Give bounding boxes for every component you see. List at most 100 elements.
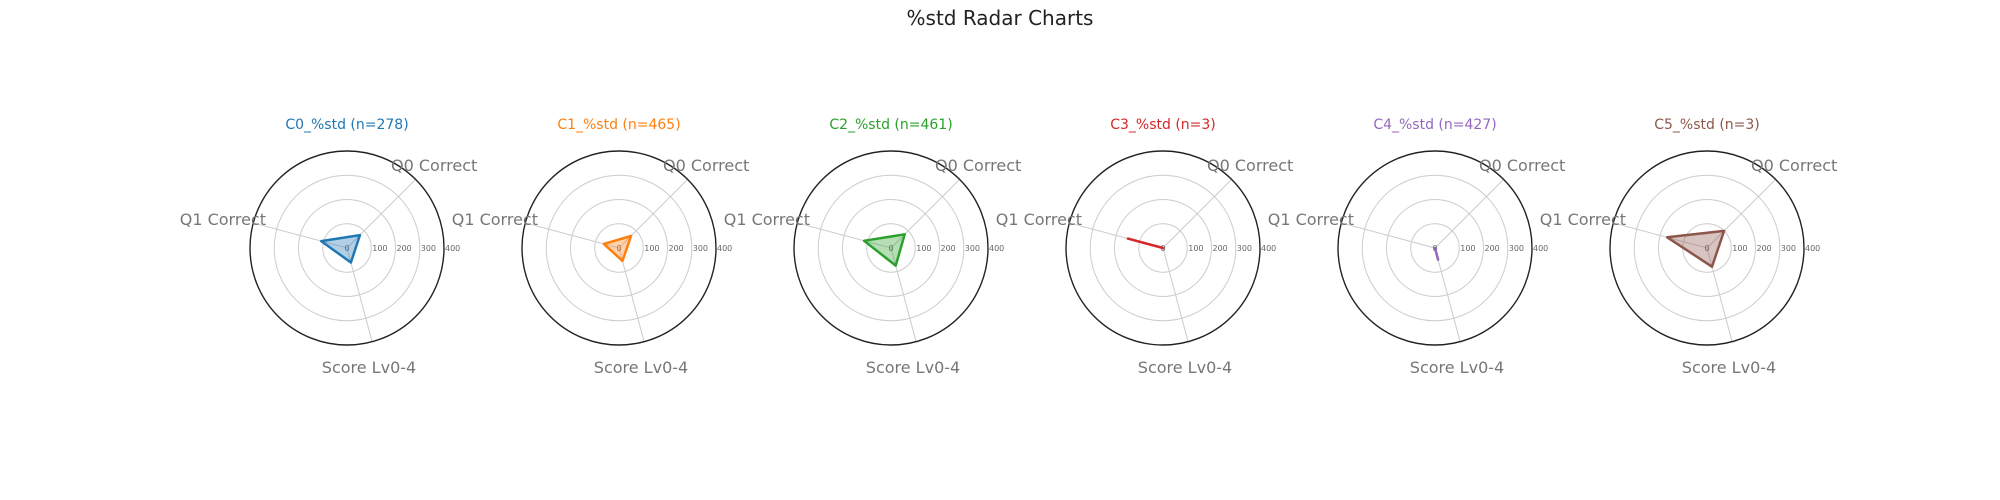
- tick-label: 400: [445, 244, 460, 253]
- axis-label: Q1 Correct: [724, 210, 810, 229]
- tick-label: 300: [1237, 244, 1252, 253]
- axis-label: Q0 Correct: [935, 156, 1021, 175]
- grid-circle: [1114, 199, 1212, 297]
- axis-label: Q0 Correct: [1207, 156, 1293, 175]
- axis-spoke: [797, 222, 892, 249]
- grid-circle: [1386, 199, 1484, 297]
- data-area: [1667, 230, 1725, 267]
- axis-spoke: [1162, 247, 1189, 342]
- axis-spoke: [253, 222, 348, 249]
- axis-spoke: [1434, 179, 1504, 249]
- tick-label: 400: [1533, 244, 1548, 253]
- axis-label: Score Lv0-4: [866, 358, 960, 377]
- tick-label: 100: [372, 244, 387, 253]
- axis-spoke: [1613, 222, 1708, 249]
- axis-label: Q0 Correct: [1751, 156, 1837, 175]
- radar-chart-1: 0 100 200 300 400 Q0 Correct Q1 Correct Score L…: [452, 117, 750, 377]
- axis-label: Q1 Correct: [1540, 210, 1626, 229]
- axis-label: Score Lv0-4: [1410, 358, 1504, 377]
- axis-spoke: [618, 247, 645, 342]
- radar-chart-5: 0 100 200 300 400 Q0 Correct Q1 Correct Score L…: [1540, 117, 1838, 377]
- axis-spoke: [890, 179, 960, 249]
- axis-label: Score Lv0-4: [594, 358, 688, 377]
- chart-title: C5_%std (n=3): [1654, 117, 1760, 133]
- axis-label: Q0 Correct: [663, 156, 749, 175]
- outer-frame: [249, 150, 445, 346]
- data-area: [321, 235, 360, 263]
- grid-circle: [866, 223, 916, 273]
- data-series-line: [1433, 246, 1440, 261]
- page-title: %std Radar Charts: [906, 6, 1094, 30]
- grid-circle: [1089, 174, 1237, 322]
- grid-circle: [1410, 223, 1460, 273]
- grid-circle: [1361, 174, 1509, 322]
- data-area: [864, 234, 905, 266]
- outer-frame: [521, 150, 717, 346]
- data-series-line: [602, 234, 633, 263]
- grid-circle: [817, 174, 965, 322]
- tick-label: 200: [397, 244, 412, 253]
- tick-label: 400: [717, 244, 732, 253]
- tick-label: 300: [1781, 244, 1796, 253]
- axis-spoke: [1706, 179, 1776, 249]
- tick-label: 200: [941, 244, 956, 253]
- axis-label: Q1 Correct: [452, 210, 538, 229]
- tick-label: 100: [916, 244, 931, 253]
- outer-frame: [1609, 150, 1805, 346]
- axis-spoke: [1341, 222, 1436, 249]
- tick-label: 0: [616, 244, 621, 253]
- chart-title: C3_%std (n=3): [1110, 117, 1216, 133]
- data-series-line: [862, 233, 906, 267]
- tick-label: 200: [669, 244, 684, 253]
- tick-label: 100: [1732, 244, 1747, 253]
- grid-circle: [570, 199, 668, 297]
- tick-label: 300: [1509, 244, 1524, 253]
- tick-label: 0: [888, 244, 893, 253]
- grid-circle: [298, 199, 396, 297]
- data-series-line: [1126, 237, 1165, 250]
- axis-label: Q1 Correct: [996, 210, 1082, 229]
- grid-circle: [1633, 174, 1781, 322]
- outer-frame: [1337, 150, 1533, 346]
- outer-frame: [1065, 150, 1261, 346]
- axis-label: Q1 Correct: [1268, 210, 1354, 229]
- grid-circle: [842, 199, 940, 297]
- axis-label: Q0 Correct: [1479, 156, 1565, 175]
- radar-chart-2: 0 100 200 300 400 Q0 Correct Q1 Correct Score L…: [724, 117, 1022, 377]
- axis-label: Q0 Correct: [391, 156, 477, 175]
- tick-label: 400: [1805, 244, 1820, 253]
- chart-title: C4_%std (n=427): [1373, 117, 1496, 133]
- axis-label: Score Lv0-4: [322, 358, 416, 377]
- axis-label: Score Lv0-4: [1138, 358, 1232, 377]
- tick-label: 200: [1485, 244, 1500, 253]
- outer-frame: [793, 150, 989, 346]
- chart-title: C0_%std (n=278): [285, 117, 408, 133]
- tick-label: 100: [1188, 244, 1203, 253]
- tick-label: 100: [1460, 244, 1475, 253]
- radar-chart-0: 0 100 200 300 400 Q0 Correct Q1 Correct Score L…: [180, 117, 478, 377]
- axis-spoke: [1162, 179, 1232, 249]
- tick-label: 300: [421, 244, 436, 253]
- tick-label: 0: [1704, 244, 1709, 253]
- tick-label: 400: [1261, 244, 1276, 253]
- axis-label: Q1 Correct: [180, 210, 266, 229]
- chart-title: C2_%std (n=461): [829, 117, 952, 133]
- tick-label: 300: [693, 244, 708, 253]
- tick-label: 400: [989, 244, 1004, 253]
- chart-title: C1_%std (n=465): [557, 117, 680, 133]
- axis-spoke: [1706, 247, 1733, 342]
- tick-label: 200: [1757, 244, 1772, 253]
- tick-label: 0: [344, 244, 349, 253]
- grid-circle: [594, 223, 644, 273]
- axis-label: Score Lv0-4: [1682, 358, 1776, 377]
- grid-circle: [1658, 199, 1756, 297]
- grid-circle: [322, 223, 372, 273]
- data-series-line: [1665, 229, 1726, 268]
- tick-label: 200: [1213, 244, 1228, 253]
- axis-spoke: [1434, 247, 1461, 342]
- grid-circle: [1138, 223, 1188, 273]
- tick-label: 300: [965, 244, 980, 253]
